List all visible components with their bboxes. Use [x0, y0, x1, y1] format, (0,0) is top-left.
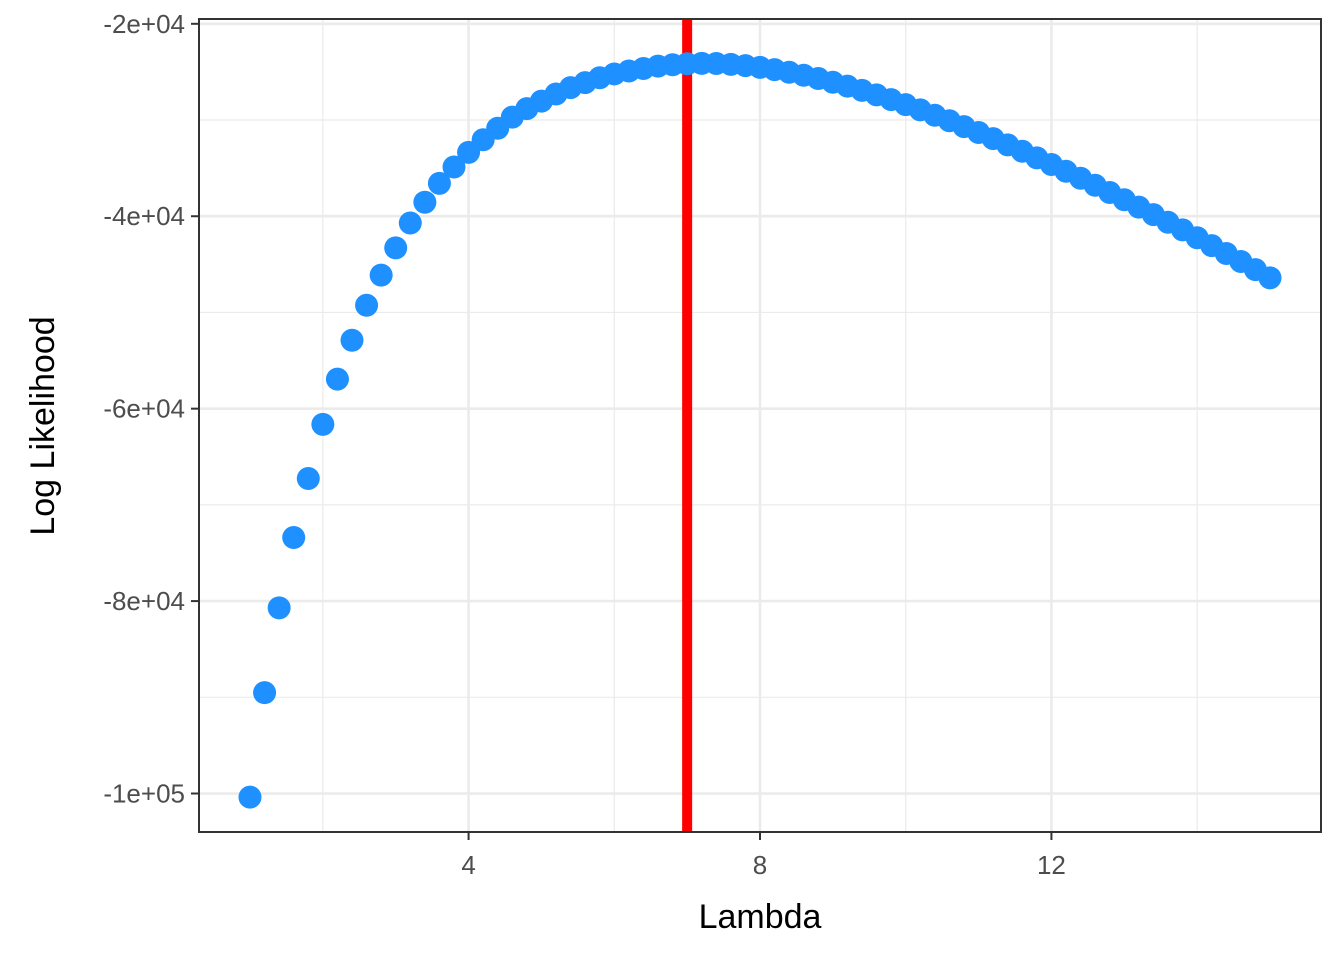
- data-point-7: [340, 328, 364, 352]
- data-point-10: [384, 236, 408, 260]
- x-tick-label: 12: [1037, 850, 1066, 880]
- data-point-2: [267, 596, 291, 620]
- x-axis-title: Lambda: [699, 898, 822, 936]
- x-axis: 4 8 12: [461, 832, 1066, 880]
- y-tick-label: -8e+04: [103, 586, 185, 616]
- data-point-1: [253, 681, 277, 705]
- data-point-70: [1258, 266, 1282, 290]
- data-point-6: [325, 367, 349, 391]
- y-tick-label: -2e+04: [103, 9, 185, 39]
- data-point-12: [413, 190, 437, 214]
- data-point-3: [282, 525, 306, 549]
- x-tick-label: 4: [461, 850, 475, 880]
- y-tick-label: -6e+04: [103, 394, 185, 424]
- y-axis: -2e+04 -4e+04 -6e+04 -8e+04 -1e+05: [103, 9, 199, 809]
- data-point-0: [238, 785, 262, 809]
- y-axis-title: Log Likelihood: [24, 316, 62, 535]
- y-tick-label: -4e+04: [103, 201, 185, 231]
- data-point-5: [311, 412, 335, 436]
- data-points: [238, 51, 1282, 809]
- y-tick-label: -1e+05: [103, 779, 185, 809]
- data-point-9: [369, 263, 393, 287]
- data-point-8: [355, 293, 379, 317]
- data-point-4: [296, 467, 320, 491]
- x-tick-label: 8: [753, 850, 767, 880]
- data-point-14: [442, 155, 466, 179]
- data-point-11: [398, 211, 422, 235]
- data-point-13: [427, 171, 451, 195]
